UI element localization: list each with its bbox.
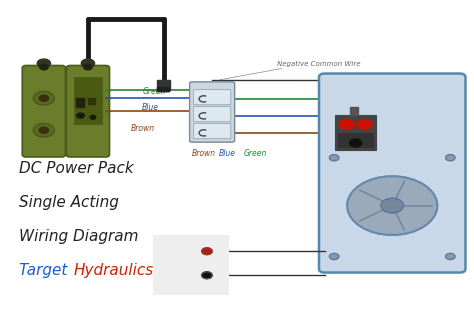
Bar (338, 133, 374, 147)
Text: Blue: Blue (219, 149, 236, 158)
Circle shape (329, 253, 339, 260)
FancyBboxPatch shape (193, 90, 231, 105)
Circle shape (349, 139, 362, 147)
Circle shape (77, 113, 84, 118)
Circle shape (33, 124, 54, 137)
FancyBboxPatch shape (193, 107, 231, 122)
Circle shape (329, 154, 339, 161)
Text: Brown: Brown (192, 149, 216, 158)
Circle shape (40, 64, 48, 70)
Circle shape (446, 253, 455, 260)
Circle shape (37, 59, 51, 68)
Text: Green: Green (142, 87, 165, 96)
Text: Single Acting: Single Acting (19, 195, 119, 210)
Bar (88, 98, 95, 104)
Circle shape (83, 64, 92, 70)
Text: Target: Target (19, 263, 72, 278)
Text: Brown: Brown (130, 124, 155, 133)
Text: Blue: Blue (142, 103, 159, 112)
Circle shape (339, 120, 355, 129)
Bar (76, 98, 84, 107)
Text: DC Power Pack: DC Power Pack (19, 161, 134, 176)
Circle shape (39, 127, 49, 133)
Text: Green: Green (243, 149, 266, 158)
FancyBboxPatch shape (22, 66, 65, 157)
FancyBboxPatch shape (66, 66, 109, 157)
FancyBboxPatch shape (193, 124, 231, 139)
Circle shape (202, 248, 212, 255)
Circle shape (202, 272, 212, 279)
Text: Wiring Diagram: Wiring Diagram (19, 229, 138, 244)
Circle shape (347, 176, 437, 235)
Bar (350, 107, 358, 115)
Circle shape (39, 95, 49, 101)
Circle shape (82, 59, 94, 68)
Bar (157, 80, 170, 90)
Circle shape (446, 154, 455, 161)
Bar (336, 115, 376, 150)
Circle shape (90, 116, 96, 119)
Text: Hydraulics: Hydraulics (73, 263, 154, 278)
Text: Negative Common Wire: Negative Common Wire (277, 61, 361, 67)
FancyBboxPatch shape (157, 87, 170, 92)
Circle shape (381, 198, 403, 213)
Bar (74, 77, 102, 124)
Circle shape (33, 91, 54, 105)
Circle shape (357, 120, 372, 129)
FancyBboxPatch shape (319, 74, 465, 273)
FancyBboxPatch shape (190, 82, 235, 142)
Bar (154, 236, 228, 294)
